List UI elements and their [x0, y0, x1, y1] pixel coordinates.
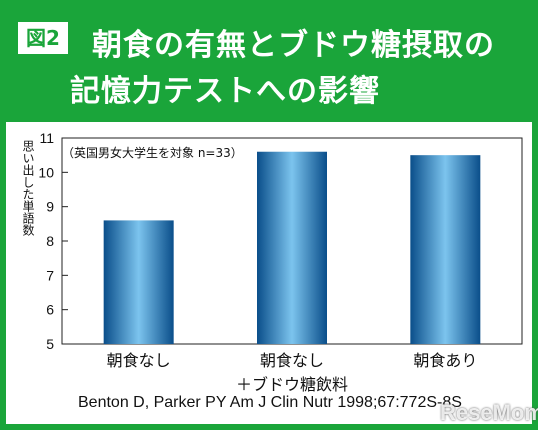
- sample-note: （英国男女大学生を対象 n=33）: [62, 146, 243, 160]
- y-tick-label: 9: [46, 199, 54, 215]
- x-tick-label: 朝食なし: [260, 351, 324, 370]
- x-tick-label: 朝食あり: [413, 351, 477, 370]
- y-tick-label: 7: [46, 267, 54, 283]
- x-tick-label: 朝食なし: [107, 351, 171, 370]
- citation: Benton D, Parker PY Am J Clin Nutr 1998;…: [78, 394, 462, 411]
- bar-1: [103, 220, 174, 344]
- figure-label: 図2: [18, 22, 68, 54]
- bar-2: [257, 151, 327, 344]
- watermark: ReseMom: [440, 400, 538, 425]
- y-tick-label: 6: [46, 302, 54, 318]
- y-axis-label: 思い出した単語数: [21, 140, 35, 236]
- chart-title-line-2: 記憶力テストへの影響: [70, 74, 380, 109]
- chart-title-line-1: 朝食の有無とブドウ糖摂取の: [92, 28, 495, 63]
- x-tick-label: ＋ブドウ糖飲料: [236, 375, 348, 394]
- y-tick-label: 10: [38, 164, 54, 180]
- y-tick-label: 5: [46, 336, 54, 352]
- bar-3: [410, 155, 481, 344]
- title-band: [6, 6, 532, 122]
- y-tick-label: 11: [39, 130, 54, 146]
- y-tick-label: 8: [46, 233, 54, 249]
